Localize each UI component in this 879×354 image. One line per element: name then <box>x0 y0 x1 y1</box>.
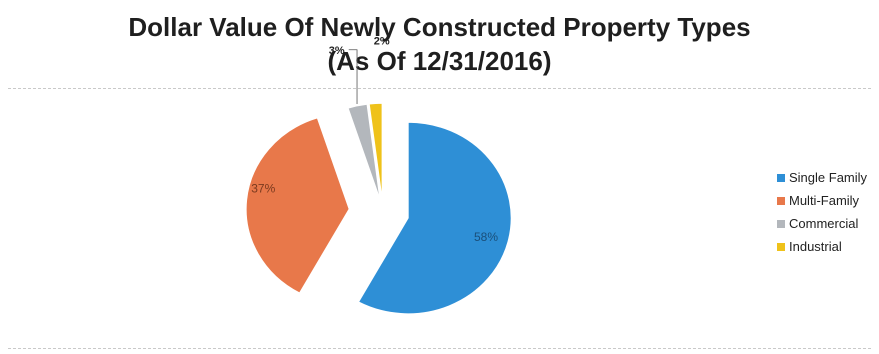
legend: Single Family Multi-Family Commercial Indus… <box>777 166 867 258</box>
pie-slice-industrial <box>368 102 383 200</box>
legend-swatch <box>777 173 785 182</box>
chart-title: Dollar Value Of Newly Constructed Proper… <box>128 12 751 42</box>
legend-label: Multi-Family <box>789 193 860 208</box>
pie-slice-multi-family <box>245 117 350 294</box>
legend-label: Single Family <box>789 170 868 185</box>
top-divider <box>8 88 871 89</box>
bottom-divider <box>8 348 871 349</box>
data-label-single-family: 58% <box>474 230 498 244</box>
legend-swatch <box>777 242 785 251</box>
leader-line-commercial <box>348 49 358 104</box>
legend-item-multi-family: Multi-Family <box>777 189 867 212</box>
legend-swatch <box>777 219 785 228</box>
data-label-industrial: 2% <box>374 36 390 48</box>
pie-slice-single-family <box>357 121 512 315</box>
chart-subtitle: (As Of 12/31/2016) <box>327 46 552 76</box>
data-label-multi-family: 37% <box>251 181 275 195</box>
legend-item-commercial: Commercial <box>777 212 867 235</box>
legend-item-single-family: Single Family <box>777 166 867 189</box>
legend-swatch <box>777 196 785 205</box>
legend-label: Industrial <box>789 239 842 254</box>
legend-item-industrial: Industrial <box>777 235 867 258</box>
data-label-commercial: 3% <box>329 45 345 57</box>
legend-label: Commercial <box>789 216 859 231</box>
pie-slice-commercial <box>347 103 381 200</box>
